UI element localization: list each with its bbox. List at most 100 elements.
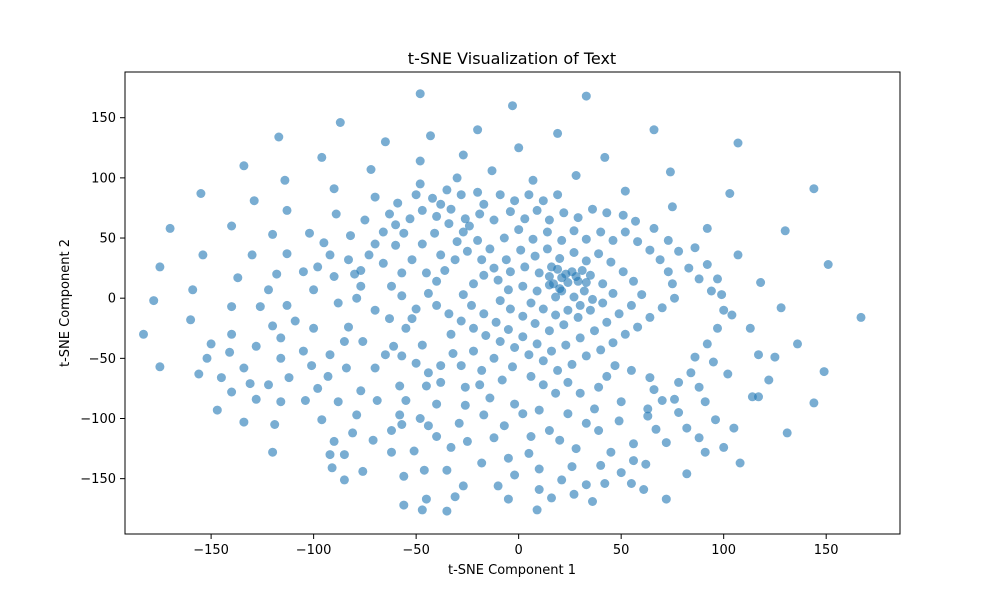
scatter-point [446,442,456,452]
scatter-point [610,361,620,371]
scatter-point [555,254,565,263]
scatter-point [563,377,573,387]
scatter-point [544,426,554,435]
scatter-point [711,415,720,425]
scatter-point [493,481,503,491]
scatter-point [268,447,278,457]
scatter-point [421,381,431,391]
scatter-point [378,227,388,237]
scatter-point [553,190,563,200]
scatter-point [629,439,638,449]
scatter-point [454,418,464,428]
scatter-point [430,228,440,238]
scatter-point [436,361,446,371]
scatter-point [544,326,554,336]
scatter-point [356,386,366,396]
scatter-point [713,323,722,333]
scatter-point [448,349,458,358]
scatter-point [532,339,542,349]
scatter-point [385,209,394,219]
scatter-point [317,415,327,425]
scatter-point [661,494,671,504]
scatter-point [335,118,345,127]
scatter-point [532,286,542,296]
scatter-point [575,333,585,343]
scatter-point [542,244,552,254]
x-axis-label: t-SNE Component 1 [448,563,576,578]
scatter-point [485,244,495,254]
y-axis: −150 −100 −50 0 50 100 150 [80,111,125,487]
scatter-point [571,444,581,454]
scatter-point [665,167,675,177]
scatter-point [298,267,308,277]
scatter-point [694,274,704,284]
scatter-point [729,423,739,433]
scatter-point [370,239,380,249]
scatter-point [534,485,544,494]
scatter-point [364,250,374,260]
scatter-point [227,221,237,231]
scatter-point [497,375,507,385]
scatter-point [225,347,235,357]
y-tick-label: −150 [80,472,116,487]
scatter-point [268,229,278,239]
scatter-point [674,377,684,387]
scatter-point [557,475,567,485]
scatter-point [629,276,638,286]
scatter-point [596,460,606,470]
scatter-point [639,485,649,494]
scatter-point [575,388,585,398]
scatter-point [331,209,341,219]
scatter-point [649,385,659,395]
scatter-point [571,171,581,180]
scatter-point [495,296,505,306]
scatter-point [282,249,292,259]
scatter-point [339,450,349,460]
scatter-point [577,266,587,275]
scatter-point [407,255,417,265]
scatter-point [733,250,743,260]
scatter-point [401,323,411,333]
scatter-point [706,286,716,296]
scatter-point [670,293,679,303]
scatter-point [344,255,353,265]
scatter-point [620,227,630,237]
scatter-point [510,196,520,206]
scatter-point [713,274,722,284]
scatter-point [284,373,294,383]
scatter-point [272,269,282,279]
scatter-point [551,310,561,320]
scatter-point [436,377,446,387]
scatter-point [239,161,249,171]
scatter-point [399,471,409,481]
scatter-point [397,268,407,278]
scatter-point [538,304,548,314]
scatter-point [561,340,571,350]
scatter-point [421,494,431,504]
scatter-point [479,309,489,319]
scatter-point [667,279,677,289]
scatter-point [538,356,548,366]
scatter-point [505,267,515,277]
scatter-point [194,369,204,379]
scatter-point [602,317,612,327]
scatter-point [442,506,452,516]
scatter-point [717,290,727,300]
scatter-point [317,152,327,162]
scatter-point [581,418,591,428]
scatter-point [329,272,339,281]
scatter-point [727,310,737,320]
scatter-point [567,359,577,369]
scatter-point [417,239,427,249]
scatter-point [276,353,286,363]
scatter-point [563,409,573,419]
scatter-point [411,304,421,314]
scatter-point [264,380,273,390]
scatter-point [532,205,542,215]
scatter-point [469,323,478,333]
scatter-point [341,363,351,373]
scatter-point [657,396,667,405]
scatter-point [370,192,380,202]
scatter-point [641,459,651,469]
x-axis: −150 −100 −50 0 50 100 150 [193,534,839,558]
